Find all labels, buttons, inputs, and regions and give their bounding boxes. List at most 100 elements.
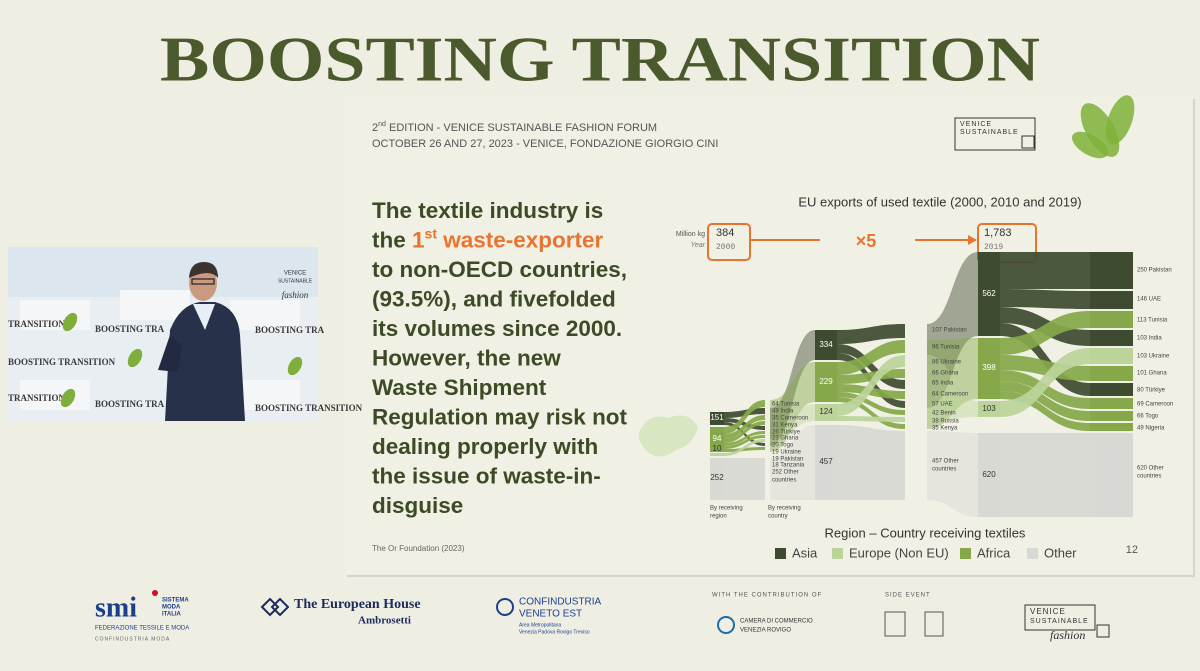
logo-icon [1096, 624, 1110, 638]
logo: CAMERA DI COMMERCIO [740, 619, 813, 625]
backdrop-text: BOOSTING TRANSITION [255, 403, 363, 413]
backdrop-text: TRANSITION [8, 319, 66, 329]
flow [724, 421, 765, 443]
body-text: (93.5%), and fivefolded [372, 286, 616, 311]
country-label: 35 Kenya [932, 426, 958, 432]
year-label: Year [691, 242, 706, 249]
backdrop-text: BOOSTING TRANSITION [8, 357, 116, 367]
logo-box [1024, 604, 1096, 631]
ordinal: 1 [412, 227, 425, 252]
slide-logo-icon [1021, 135, 1035, 149]
node [815, 425, 837, 500]
country-label: 19 Pakistan [772, 457, 803, 463]
logo: SISTEMA [162, 598, 189, 604]
logo: SIDE EVENT [885, 593, 931, 599]
backdrop-text: BOOSTING TRA [95, 399, 165, 409]
legend-swatch [832, 548, 843, 559]
node [710, 453, 724, 456]
highlight: waste-exporter [437, 227, 604, 252]
speaker-hair [189, 262, 218, 278]
flow [1000, 381, 1090, 421]
logo: VENICE [1030, 607, 1066, 616]
country-label: 49 Nigeria [1137, 426, 1165, 432]
flow [770, 362, 815, 452]
body-text: the 1st waste-exporter [372, 225, 604, 252]
country-label: 146 UAE [1137, 297, 1161, 303]
legend-title: Region – Country receiving textiles [825, 525, 1026, 540]
caption: country [768, 514, 788, 520]
flow [770, 404, 815, 442]
country-node [1090, 330, 1133, 346]
backdrop-panel [20, 380, 90, 410]
body-text: to non-OECD countries, [372, 257, 627, 282]
logo: CONFINDUSTRIA [519, 597, 602, 608]
flow [1000, 289, 1090, 309]
country-label: countries [772, 478, 796, 484]
flow [837, 324, 905, 344]
body-text: dealing properly with [372, 434, 598, 459]
flow [770, 425, 815, 500]
country-label: 66 Ghana [932, 371, 959, 377]
country-label: 107 Pakistan [932, 328, 967, 334]
slide-logo-box [954, 117, 1036, 151]
flow [724, 431, 765, 446]
flow [837, 425, 905, 500]
country-label: 23 Ghana [772, 436, 799, 442]
country-node [1090, 366, 1133, 381]
video-top [8, 247, 318, 297]
backdrop-panel [20, 300, 90, 330]
source: The Or Foundation (2023) [372, 544, 465, 553]
flow [724, 439, 765, 456]
end-year: 2019 [984, 243, 1003, 252]
region-value: 334 [819, 340, 833, 349]
caption: By receiving [710, 506, 743, 512]
country-label: 113 Tunisia [1137, 318, 1168, 324]
country-label: 101 Ghana [1137, 371, 1167, 377]
flow [724, 447, 765, 452]
body-text: disguise [372, 493, 463, 518]
body-text: The textile industry is [372, 198, 603, 223]
video-logo: fashion [282, 290, 309, 300]
flow [837, 392, 905, 415]
region-value: 10 [713, 444, 722, 453]
country-label: 26 Türkiye [772, 430, 801, 436]
country-node [1090, 423, 1133, 431]
country-label: 80 Türkiye [1137, 388, 1166, 394]
backdrop-text: BOOSTING TRA [255, 325, 325, 335]
country-node [1090, 291, 1133, 309]
speaker-arm [158, 335, 182, 372]
country-node [1090, 383, 1133, 396]
country-label: 69 Cameroon [1137, 402, 1173, 408]
node [710, 412, 724, 425]
country-node [1090, 411, 1133, 421]
flow [724, 418, 765, 430]
flow [927, 355, 978, 422]
flow [1000, 348, 1090, 417]
flow [724, 415, 765, 439]
backdrop-text: TRANSITION [8, 393, 66, 403]
country-label: countries [1137, 474, 1161, 480]
country-label: 19 Ukraine [772, 450, 802, 456]
node [978, 338, 1000, 399]
legend-entry: Africa [977, 545, 1011, 560]
region-value: 103 [982, 404, 996, 413]
body-text: its volumes since 2000. [372, 316, 622, 341]
europe-map [639, 415, 698, 457]
region-value: 398 [982, 363, 996, 372]
region-value: 151 [710, 413, 724, 422]
country-label: 86 Ukraine [932, 360, 962, 366]
region-value: 94 [713, 434, 722, 443]
country-label: 250 Pakistan [1137, 268, 1172, 274]
node [978, 252, 1000, 336]
caption: By receiving [768, 506, 801, 512]
multiplier: ×5 [856, 231, 877, 251]
country-node [1090, 252, 1133, 289]
flow [927, 431, 978, 517]
logo-icon [717, 616, 735, 634]
country-node [1090, 398, 1133, 409]
speaker-glasses [191, 278, 215, 285]
unit: Million kg [676, 231, 705, 238]
flow [927, 252, 978, 408]
body-text: the issue of waste-in- [372, 463, 601, 488]
logo-dot [152, 590, 158, 596]
